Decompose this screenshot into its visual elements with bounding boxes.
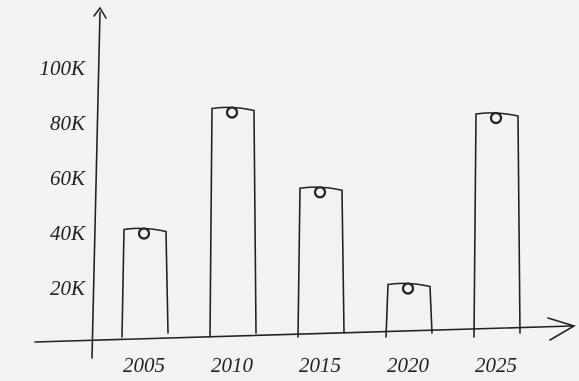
bar-dot xyxy=(313,186,327,199)
y-axis-arrow xyxy=(93,6,107,19)
y-tick-label: 40K xyxy=(50,221,86,245)
bar-dot xyxy=(137,227,151,240)
x-tick-label: 2025 xyxy=(475,353,517,377)
bar-dot xyxy=(225,106,239,119)
y-tick-label: 100K xyxy=(39,56,86,80)
x-axis xyxy=(34,325,573,343)
y-tick-label: 20K xyxy=(50,276,86,300)
x-tick-label: 2020 xyxy=(387,353,430,377)
bar-dot xyxy=(489,111,503,125)
x-tick-label: 2010 xyxy=(211,353,254,377)
bar-dot xyxy=(401,282,415,295)
y-tick-label: 60K xyxy=(50,166,86,190)
x-tick-label: 2005 xyxy=(123,353,165,377)
y-axis xyxy=(91,11,101,359)
y-tick-label: 80K xyxy=(50,111,86,135)
x-tick-label: 2015 xyxy=(299,353,341,377)
x-axis-arrow xyxy=(547,317,576,341)
